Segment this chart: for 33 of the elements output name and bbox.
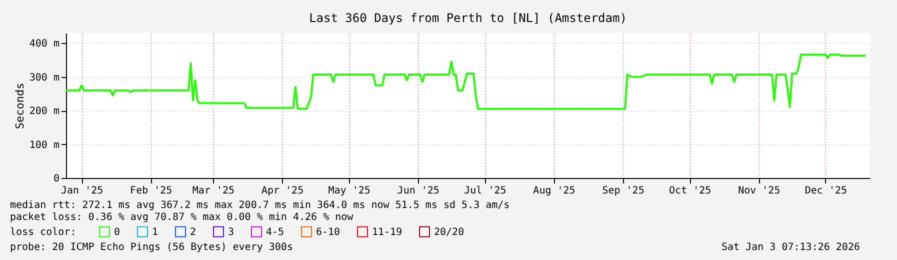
line-series: [65, 54, 867, 110]
text: probe: 20 ICMP Echo Pings (56 Bytes) every 300s: [10, 242, 293, 253]
legend-label: 1: [152, 226, 158, 238]
legend-label: 3: [228, 226, 234, 238]
x-tick-label: Jun '25: [397, 186, 440, 196]
legend-label: 2: [190, 226, 196, 238]
y-tick-label: 0: [53, 174, 60, 184]
legend-label: 0: [114, 226, 120, 238]
y-tick-label: 400 m: [29, 38, 60, 50]
chart-title: Last 360 Days from Perth to [NL] (Amsterdam): [309, 11, 627, 25]
y-tick-label: 100 m: [29, 140, 60, 151]
x-tick-label: Feb '25: [130, 186, 172, 196]
text: Sat Jan 3 07:13:26 2026: [722, 242, 860, 253]
y-axis-title: Seconds: [13, 82, 26, 130]
text: median rtt: 272.1 ms avg 367.2 ms max 200.7 ms min 364.0 ms now 51.5 ms sd 5.3 am/s: [10, 200, 510, 211]
x-tick-label: Nov '25: [738, 186, 780, 196]
legend-label: 20/20: [434, 226, 464, 238]
x-tick-label: May '25: [328, 186, 370, 196]
legend-label: 6-10: [316, 226, 340, 238]
x-tick-label: Oct '25: [669, 186, 712, 196]
x-tick-label: Apr '25: [261, 186, 304, 196]
x-tick-label: Jul '25: [464, 186, 506, 196]
text: packet loss: 0.36 % avg 70.87 % max 0.00 % min 4.26 % now: [10, 212, 354, 223]
legend-label: 11-19: [372, 226, 402, 238]
legend-title: loss color:: [10, 227, 76, 238]
y-tick-label: 200 m: [29, 106, 60, 118]
x-tick-label: Aug '25: [533, 186, 576, 196]
legend-label: 4-5: [266, 226, 284, 238]
x-tick-label: Sep '25: [602, 186, 644, 196]
x-tick-label: Dec '25: [804, 186, 848, 196]
y-tick-label: 300 m: [29, 72, 60, 84]
x-tick-label: Jan '25: [61, 186, 104, 196]
x-tick-label: Mar '25: [192, 186, 235, 196]
